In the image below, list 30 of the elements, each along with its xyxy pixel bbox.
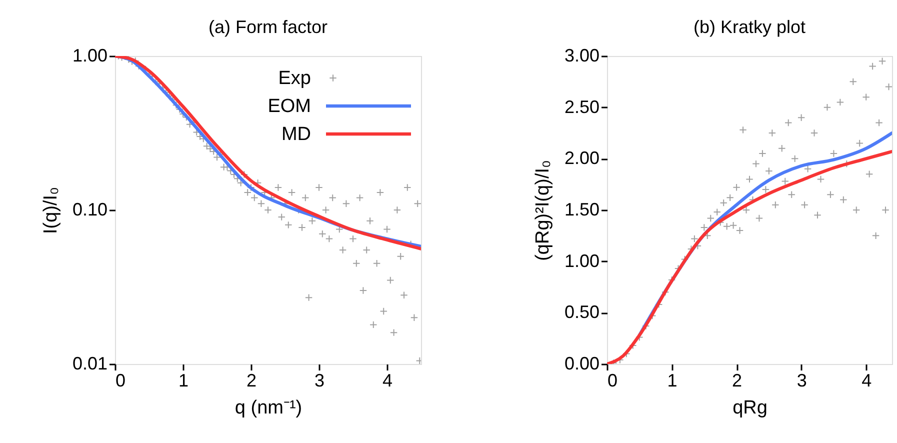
y-tick-label: 2.50 — [564, 96, 600, 117]
x-tick-label: 2 — [246, 370, 257, 390]
y-tick-label: 2.00 — [564, 148, 600, 168]
y-tick-label: 1.50 — [564, 200, 600, 220]
legend-label: EOM — [268, 96, 311, 117]
x-axis-title: q (nm⁻¹) — [234, 398, 302, 418]
x-tick-label: 2 — [732, 370, 742, 390]
y-tick-label: 0.01 — [72, 354, 108, 374]
x-axis-title: qRg — [732, 398, 768, 418]
x-tick-label: 4 — [862, 370, 872, 390]
x-tick-label: 1 — [178, 370, 189, 390]
legend-label: MD — [281, 124, 311, 145]
y-tick-label: 0.10 — [72, 200, 108, 220]
y-tick-label: 0.50 — [564, 302, 600, 322]
x-tick-label: 1 — [667, 370, 678, 390]
x-tick-label: 4 — [382, 370, 393, 390]
x-tick-label: 0 — [608, 370, 618, 390]
y-tick-label: 0.00 — [564, 354, 600, 374]
x-tick-label: 3 — [314, 370, 325, 390]
x-tick-label: 0 — [116, 370, 126, 390]
y-tick-label: 1.00 — [72, 46, 108, 66]
chart-title: (a) Form factor — [208, 17, 328, 37]
y-tick-label: 3.00 — [564, 46, 600, 66]
line-series — [607, 150, 892, 364]
y-tick-label: 1.00 — [564, 250, 600, 271]
legend-label: Exp — [278, 68, 311, 89]
y-axis-title: (qRg)²I(q)/I₀ — [532, 160, 554, 261]
y-axis-title: I(q)/I₀ — [40, 187, 62, 234]
chart-title: (b) Kratky plot — [693, 17, 806, 37]
x-tick-label: 3 — [796, 370, 807, 390]
